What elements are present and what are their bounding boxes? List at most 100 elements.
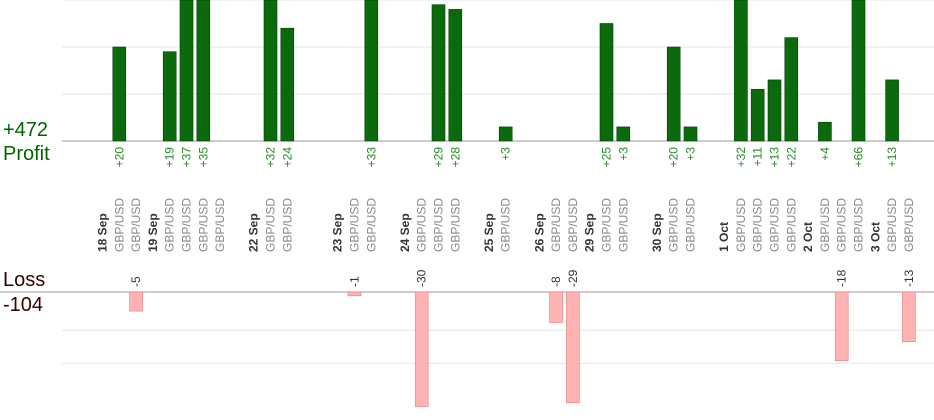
pair-label: GBP/USD — [684, 198, 698, 252]
profit-value-label: +13 — [768, 147, 782, 168]
pair-label: GBP/USD — [364, 198, 378, 252]
date-label: 22 Sep — [247, 213, 261, 252]
loss-value-label: -29 — [566, 269, 580, 287]
profit-bar — [885, 79, 899, 142]
profit-value-label: +29 — [432, 147, 446, 168]
profit-value-label: +3 — [499, 147, 513, 161]
profit-value-label: +13 — [885, 147, 899, 168]
pair-label: GBP/USD — [415, 198, 429, 252]
pair-label: GBP/USD — [280, 198, 294, 252]
pair-label: GBP/USD — [180, 198, 194, 252]
loss-bar — [902, 291, 916, 342]
profit-value-label: +4 — [818, 147, 832, 161]
loss-value-label: -5 — [129, 276, 143, 287]
profit-bar — [162, 51, 177, 142]
profit-value-label: +66 — [852, 147, 866, 168]
pair-label: GBP/USD — [751, 198, 765, 252]
profit-value-label: +35 — [196, 147, 210, 168]
profit-bar — [851, 0, 866, 142]
profit-value-label: +24 — [280, 147, 294, 168]
profit-bar — [280, 27, 295, 142]
profit-total: +472 — [3, 119, 49, 141]
profit-value-label: +20 — [667, 147, 681, 168]
date-label: 24 Sep — [398, 213, 412, 252]
date-label: 2 Oct — [801, 222, 815, 252]
profit-bar — [616, 126, 631, 142]
loss-bar — [347, 291, 362, 297]
loss-value-label: -13 — [902, 269, 916, 287]
pair-label: GBP/USD — [448, 198, 462, 252]
profit-bar — [448, 9, 463, 142]
profit-bar — [263, 0, 278, 142]
pair-label: GBP/USD — [667, 198, 681, 252]
loss-bar — [549, 291, 563, 323]
loss-label: Loss — [3, 269, 46, 291]
date-label: 3 Oct — [868, 222, 882, 252]
loss-total: -104 — [3, 294, 44, 316]
loss-value-label: -8 — [549, 276, 563, 287]
pair-label: GBP/USD — [902, 198, 916, 252]
loss-bar — [834, 291, 849, 362]
pair-label: GBP/USD — [112, 198, 126, 252]
profit-value-label: +20 — [112, 147, 126, 168]
pair-label: GBP/USD — [549, 198, 563, 252]
profit-value-label: +11 — [751, 147, 765, 167]
profit-bar — [784, 37, 799, 142]
profit-bar — [734, 0, 748, 142]
loss-value-label: -1 — [348, 276, 362, 287]
profit-bar — [683, 126, 698, 142]
profit-bar — [599, 23, 614, 142]
date-label: 25 Sep — [482, 213, 496, 252]
pair-label: GBP/USD — [264, 198, 278, 252]
pair-label: GBP/USD — [213, 198, 227, 252]
date-label: 30 Sep — [650, 213, 664, 252]
date-label: 19 Sep — [146, 213, 160, 252]
pair-label: GBP/USD — [616, 198, 630, 252]
profit-bar — [179, 0, 194, 142]
loss-value-label: -30 — [415, 269, 429, 287]
profit-bar — [818, 121, 832, 142]
pair-label: GBP/USD — [348, 198, 362, 252]
profit-bar — [196, 0, 211, 142]
profit-value-label: +32 — [264, 147, 278, 168]
profit-bar — [750, 89, 765, 142]
pair-label: GBP/USD — [835, 198, 849, 252]
profit-value-label: +3 — [684, 147, 698, 161]
pair-label: GBP/USD — [784, 198, 798, 252]
pair-label: GBP/USD — [129, 198, 143, 252]
pair-label: GBP/USD — [768, 198, 782, 252]
loss-bar — [566, 291, 580, 404]
profit-label: Profit — [3, 143, 50, 165]
profit-value-label: +25 — [600, 147, 614, 168]
profit-bar — [498, 126, 513, 142]
pair-label: GBP/USD — [885, 198, 899, 252]
pair-label: GBP/USD — [566, 198, 580, 252]
loss-bar — [414, 291, 429, 407]
date-label: 26 Sep — [532, 213, 546, 252]
pair-label: GBP/USD — [499, 198, 513, 252]
date-label: 23 Sep — [331, 213, 345, 252]
profit-bar — [364, 0, 379, 142]
profit-value-label: +28 — [448, 147, 462, 168]
profit-value-label: +37 — [180, 147, 194, 168]
profit-value-label: +22 — [784, 147, 798, 168]
profit-bar — [112, 46, 127, 142]
date-label: 29 Sep — [583, 213, 597, 252]
pair-label: GBP/USD — [818, 198, 832, 252]
profit-value-label: +19 — [163, 147, 177, 168]
profit-value-label: +3 — [616, 147, 630, 161]
loss-bar — [129, 291, 143, 312]
pair-label: GBP/USD — [852, 198, 866, 252]
pair-label: GBP/USD — [600, 198, 614, 252]
loss-value-label: -18 — [835, 269, 849, 287]
profit-value-label: +32 — [734, 147, 748, 168]
pair-label: GBP/USD — [163, 198, 177, 252]
date-label: 18 Sep — [96, 213, 110, 252]
pair-label: GBP/USD — [432, 198, 446, 252]
profit-bar — [431, 4, 446, 142]
profit-value-label: +33 — [364, 147, 378, 168]
pair-label: GBP/USD — [734, 198, 748, 252]
pair-label: GBP/USD — [196, 198, 210, 252]
profit-bar — [666, 46, 681, 142]
